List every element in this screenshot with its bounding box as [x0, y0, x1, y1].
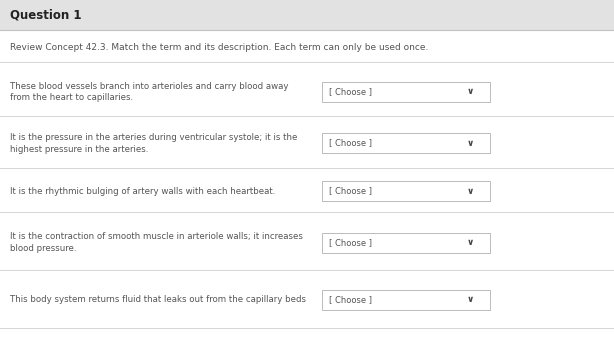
- Text: [ Choose ]: [ Choose ]: [329, 139, 372, 147]
- Text: This body system returns fluid that leaks out from the capillary beds: This body system returns fluid that leak…: [10, 295, 306, 305]
- FancyBboxPatch shape: [0, 30, 614, 358]
- Text: highest pressure in the arteries.: highest pressure in the arteries.: [10, 145, 149, 154]
- Text: ∨: ∨: [467, 87, 473, 97]
- FancyBboxPatch shape: [322, 290, 490, 310]
- Text: [ Choose ]: [ Choose ]: [329, 295, 372, 305]
- FancyBboxPatch shape: [322, 133, 490, 153]
- Text: ∨: ∨: [467, 238, 473, 247]
- Text: Review Concept 42.3. Match the term and its description. Each term can only be u: Review Concept 42.3. Match the term and …: [10, 43, 429, 52]
- FancyBboxPatch shape: [0, 68, 614, 116]
- Text: These blood vessels branch into arterioles and carry blood away: These blood vessels branch into arteriol…: [10, 82, 289, 91]
- FancyBboxPatch shape: [0, 118, 614, 168]
- Text: It is the contraction of smooth muscle in arteriole walls; it increases: It is the contraction of smooth muscle i…: [10, 232, 303, 242]
- Text: ∨: ∨: [467, 295, 473, 305]
- Text: [ Choose ]: [ Choose ]: [329, 238, 372, 247]
- Text: It is the pressure in the arteries during ventricular systole; it is the: It is the pressure in the arteries durin…: [10, 133, 297, 142]
- Text: Question 1: Question 1: [10, 9, 82, 21]
- Text: blood pressure.: blood pressure.: [10, 244, 77, 253]
- Text: It is the rhythmic bulging of artery walls with each heartbeat.: It is the rhythmic bulging of artery wal…: [10, 187, 275, 195]
- FancyBboxPatch shape: [322, 232, 490, 252]
- Text: [ Choose ]: [ Choose ]: [329, 187, 372, 195]
- FancyBboxPatch shape: [322, 181, 490, 201]
- Text: [ Choose ]: [ Choose ]: [329, 87, 372, 97]
- Text: from the heart to capillaries.: from the heart to capillaries.: [10, 93, 133, 102]
- FancyBboxPatch shape: [0, 170, 614, 212]
- FancyBboxPatch shape: [0, 215, 614, 270]
- Text: ∨: ∨: [467, 187, 473, 195]
- FancyBboxPatch shape: [322, 82, 490, 102]
- FancyBboxPatch shape: [0, 0, 614, 30]
- FancyBboxPatch shape: [0, 272, 614, 328]
- Text: ∨: ∨: [467, 139, 473, 147]
